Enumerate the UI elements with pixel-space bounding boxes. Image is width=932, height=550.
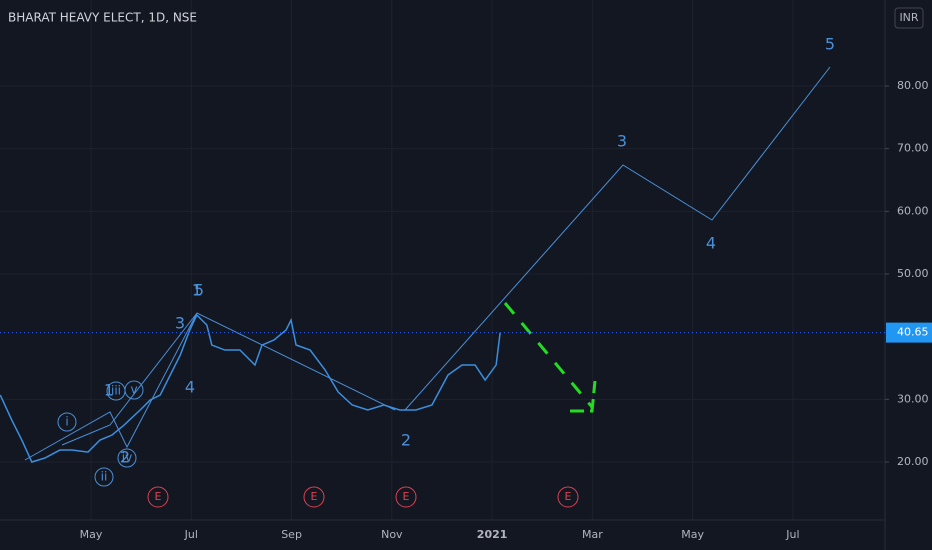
wave-label: i [65, 415, 68, 429]
x-tick-label: May [681, 528, 704, 541]
wave-lines [61, 312, 198, 446]
wave-label: ii [101, 470, 108, 484]
wave-circle [117, 448, 137, 468]
wave-label: 2 [120, 448, 130, 467]
wave-label: 1 [192, 281, 202, 300]
forecast-arrowhead [570, 380, 597, 413]
currency-box[interactable] [894, 7, 924, 29]
wave-label: iv [122, 451, 132, 465]
x-tick-label: 2021 [477, 528, 508, 541]
x-tick-label: Nov [381, 528, 403, 541]
y-tick-label: 30.00 [897, 392, 929, 405]
y-tick-label: 20.00 [897, 455, 929, 468]
wave-label: 3 [175, 314, 185, 333]
wave-label: iii [111, 384, 121, 398]
forecast-arrow [503, 302, 594, 408]
x-tick-label: Jul [785, 528, 799, 541]
last-price-box [886, 322, 932, 343]
x-tick-label: May [80, 528, 103, 541]
wave-label: 1 [104, 381, 114, 400]
wave-label: 3 [617, 132, 627, 151]
event-marker[interactable] [303, 486, 325, 508]
y-tick-label: 50.00 [897, 267, 929, 280]
currency-label: INR [899, 11, 918, 24]
events: E E E E [147, 486, 579, 508]
wave-labels: 5 3 4 2 5 1 3 4 i 1 iii v iv 2 ii [57, 35, 835, 487]
x-tick-label: Sep [281, 528, 302, 541]
wave-label: 5 [194, 281, 204, 300]
y-tick-label: 70.00 [897, 142, 929, 155]
y-tick-label: 60.00 [897, 204, 929, 217]
plot [0, 313, 885, 463]
event-label: E [311, 490, 318, 503]
chart-title: BHARAT HEAVY ELECT, 1D, NSE [8, 11, 197, 25]
wave-circle [124, 380, 144, 400]
event-marker[interactable] [395, 486, 417, 508]
event-label: E [403, 490, 410, 503]
projection-lines [404, 66, 831, 411]
wave-label: v [130, 383, 137, 397]
wave-circle [57, 412, 77, 432]
event-label: E [155, 490, 162, 503]
event-label: E [565, 490, 572, 503]
wave-label: 4 [706, 234, 716, 253]
wave-label: 5 [825, 35, 835, 54]
y-tick-label: 80.00 [897, 79, 929, 92]
x-tick-label: Mar [582, 528, 603, 541]
x-tick-label: Jul [184, 528, 198, 541]
event-marker[interactable] [557, 486, 579, 508]
last-price-label: 40.65 [897, 326, 929, 339]
event-marker[interactable] [147, 486, 169, 508]
price-line [0, 313, 501, 463]
wave-label: 2 [401, 431, 411, 450]
wave-label: 4 [185, 378, 195, 397]
wave-circle [94, 467, 114, 487]
grid [0, 0, 885, 520]
